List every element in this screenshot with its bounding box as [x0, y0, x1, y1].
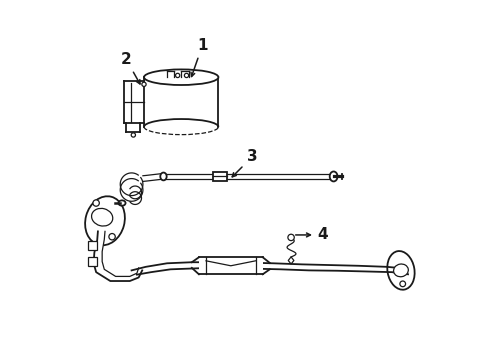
- Bar: [88, 241, 97, 250]
- Polygon shape: [144, 77, 219, 127]
- Circle shape: [142, 82, 146, 86]
- Text: 2: 2: [121, 52, 140, 84]
- Bar: [213, 172, 227, 181]
- Text: 4: 4: [295, 228, 328, 242]
- Polygon shape: [199, 257, 263, 274]
- Ellipse shape: [160, 172, 167, 180]
- Polygon shape: [132, 262, 408, 275]
- Polygon shape: [288, 257, 294, 264]
- Ellipse shape: [387, 251, 415, 290]
- Polygon shape: [94, 231, 142, 281]
- Text: 1: 1: [191, 38, 208, 77]
- Bar: [88, 257, 97, 266]
- Circle shape: [93, 200, 99, 206]
- Ellipse shape: [393, 264, 408, 277]
- Text: 3: 3: [232, 149, 257, 177]
- Ellipse shape: [330, 171, 338, 181]
- Circle shape: [131, 133, 135, 137]
- Circle shape: [175, 73, 180, 77]
- Circle shape: [288, 234, 294, 240]
- Circle shape: [109, 234, 115, 240]
- Ellipse shape: [144, 69, 219, 85]
- Ellipse shape: [85, 196, 125, 245]
- Circle shape: [184, 73, 189, 77]
- Ellipse shape: [92, 208, 113, 226]
- Ellipse shape: [119, 201, 125, 206]
- Circle shape: [400, 281, 406, 287]
